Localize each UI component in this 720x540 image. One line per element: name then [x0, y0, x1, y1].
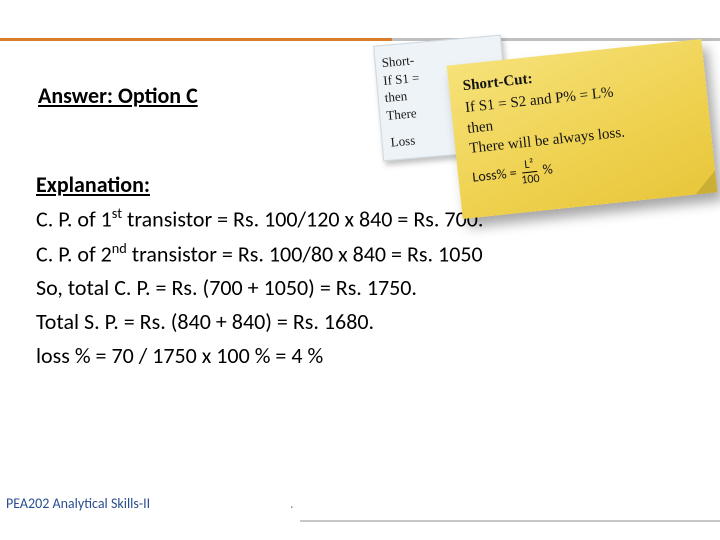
footer-course-code: PEA202 Analytical Skills-II	[6, 495, 150, 512]
explanation-line: loss % = 70 / 1750 x 100 % = 4 %	[36, 339, 700, 373]
answer-letter: C	[186, 82, 198, 109]
formula-denominator: 100	[521, 172, 541, 187]
explanation-line: So, total C. P. = Rs. (700 + 1050) = Rs.…	[36, 271, 700, 305]
explanation-line: C. P. of 2nd transistor = Rs. 100/80 x 8…	[36, 237, 700, 271]
accent-rule	[0, 38, 392, 41]
formula-fraction: L² 100	[519, 158, 540, 187]
formula-rhs: %	[542, 160, 554, 180]
explanation-line: C. P. of 1st transistor = Rs. 100/120 x …	[36, 202, 700, 236]
answer-label: Answer:	[38, 82, 113, 109]
sticky-back-loss: Loss	[390, 132, 416, 152]
sticky-note-front: Short-Cut: If S1 = S2 and P% = L% then T…	[447, 39, 718, 219]
explanation-line: Total S. P. = Rs. (840 + 840) = Rs. 1680…	[36, 305, 700, 339]
formula-lhs: Loss% =	[472, 164, 518, 187]
footer-dot: .	[290, 495, 294, 512]
answer-line: Answer: Option C	[38, 82, 198, 109]
footer-rule	[300, 520, 720, 522]
option-label: Option	[113, 82, 186, 109]
